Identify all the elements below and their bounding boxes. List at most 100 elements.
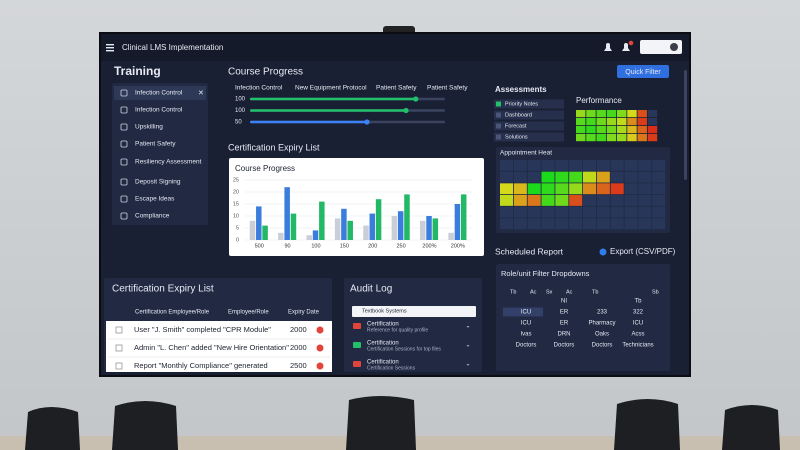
row-checkbox[interactable] (115, 326, 123, 334)
bar (391, 216, 398, 240)
filter-cell[interactable]: Technicians (622, 343, 653, 349)
filter-cell[interactable]: Tb (634, 299, 642, 305)
item-icon[interactable] (120, 178, 128, 186)
item-icon[interactable] (120, 212, 128, 220)
chair (346, 396, 416, 450)
expand-icon[interactable]: ⌄ (465, 324, 470, 330)
sidebar-item[interactable]: Resiliency Assessment (135, 159, 202, 166)
filter-cell[interactable]: Oaks (595, 332, 609, 338)
selected-item[interactable] (114, 86, 206, 100)
checkbox[interactable] (496, 112, 501, 118)
heat-cell (610, 160, 624, 171)
bar (454, 204, 461, 240)
sidebar-item[interactable]: Patient Safety (135, 141, 176, 148)
filter-cell[interactable]: DRN (558, 332, 571, 338)
filter-cell[interactable]: ICU (633, 321, 643, 327)
assessment-item[interactable]: Solutions (505, 134, 528, 140)
assessment-item[interactable]: Forecast (505, 123, 527, 129)
filter-cell[interactable]: NI (561, 299, 567, 305)
row-checkbox[interactable] (115, 344, 123, 352)
heat-cell (500, 218, 514, 230)
export-dot[interactable] (599, 248, 607, 256)
chart-title: Course Progress (235, 164, 295, 173)
filter-cell[interactable]: Ivas (520, 332, 531, 338)
column-header: Infection Control (235, 85, 283, 92)
sidebar-item[interactable]: Compliance (135, 213, 170, 220)
export-link[interactable]: Export (CSV/PDF) (610, 247, 676, 256)
heat-cell (583, 171, 597, 183)
sidebar-item[interactable]: Infection Control (135, 107, 183, 114)
heat-cell (586, 126, 596, 134)
item-icon[interactable] (120, 106, 128, 114)
heat-cell (627, 126, 637, 134)
avatar[interactable] (670, 43, 678, 51)
filter-cell[interactable]: Doctors (516, 343, 537, 349)
y-tick-label: 15 (233, 201, 239, 207)
heat-cell (647, 110, 658, 118)
filter-cell[interactable]: 322 (633, 310, 644, 316)
filter-header: Ac (530, 289, 537, 295)
sidebar-item[interactable]: Escape Ideas (135, 196, 175, 203)
row-checkbox[interactable] (115, 362, 123, 370)
heat-cell (569, 195, 583, 206)
heat-cell (541, 183, 555, 195)
sidebar-item[interactable]: Upskilling (135, 124, 163, 131)
heat-cell (583, 160, 597, 171)
bar (306, 235, 312, 240)
assessment-row[interactable] (494, 110, 564, 120)
filter-cell[interactable]: ER (560, 310, 569, 316)
filter-cell[interactable]: Acss (631, 332, 644, 338)
search-text[interactable]: Textbook Systems (362, 308, 407, 314)
heat-cell (500, 195, 514, 206)
expand-icon[interactable]: ⌄ (465, 343, 470, 349)
menu-icon[interactable] (106, 44, 114, 52)
notification-icons[interactable] (604, 40, 634, 51)
checkbox[interactable] (496, 123, 501, 129)
filter-cell[interactable]: ER (560, 321, 569, 327)
sidebar-item[interactable]: Infection Control (135, 90, 183, 97)
heat-cell (652, 183, 666, 195)
filter-cell[interactable]: Pharmacy (588, 321, 615, 327)
log-text: Admin "L. Chen" added "New Hire Orientat… (134, 343, 289, 352)
bar (319, 201, 325, 240)
assessment-item[interactable]: Priority Notes (505, 101, 538, 107)
bar (448, 232, 454, 240)
heat-cell (576, 118, 586, 126)
audit-panel (344, 278, 482, 372)
item-icon[interactable] (120, 89, 128, 97)
heat-cell (638, 183, 652, 195)
heat-cell (596, 183, 610, 195)
checkbox[interactable] (496, 134, 501, 140)
item-icon[interactable] (120, 123, 128, 131)
checkbox[interactable] (496, 101, 501, 107)
y-tick-label: 20 (233, 189, 239, 195)
item-icon[interactable] (120, 140, 128, 148)
column-header: New Equipment Protocol (295, 85, 367, 92)
filter-cell[interactable]: Doctors (592, 343, 613, 349)
audit-search[interactable] (352, 306, 476, 317)
scrollbar[interactable] (684, 70, 687, 180)
entry-icon (353, 323, 361, 329)
filter-cell[interactable]: ICU (521, 321, 531, 327)
bar (460, 194, 467, 240)
assessment-row[interactable] (494, 121, 564, 131)
assessment-item[interactable]: Dashboard (505, 112, 532, 118)
item-icon[interactable] (120, 195, 128, 203)
item-icon[interactable] (120, 158, 128, 166)
close-icon[interactable]: ✕ (198, 90, 204, 97)
selected-cell[interactable] (503, 307, 543, 317)
app-title: Clinical LMS Implementation (122, 43, 223, 52)
filter-cell[interactable]: 233 (597, 310, 608, 316)
assessments-title: Assessments (495, 85, 547, 94)
assessment-row[interactable] (494, 132, 564, 142)
button-label[interactable]: Quick Filter (625, 69, 661, 76)
assessment-row[interactable] (494, 99, 564, 109)
filter-cell[interactable]: Doctors (554, 343, 575, 349)
heat-cell (627, 134, 637, 142)
filter-cell[interactable]: ICU (521, 310, 531, 316)
sidebar-item[interactable]: Deposit Signing (135, 179, 181, 186)
heat-cell (637, 110, 647, 118)
quick-filter-button[interactable] (617, 65, 669, 78)
user-menu[interactable] (640, 40, 682, 54)
expand-icon[interactable]: ⌄ (465, 362, 470, 368)
